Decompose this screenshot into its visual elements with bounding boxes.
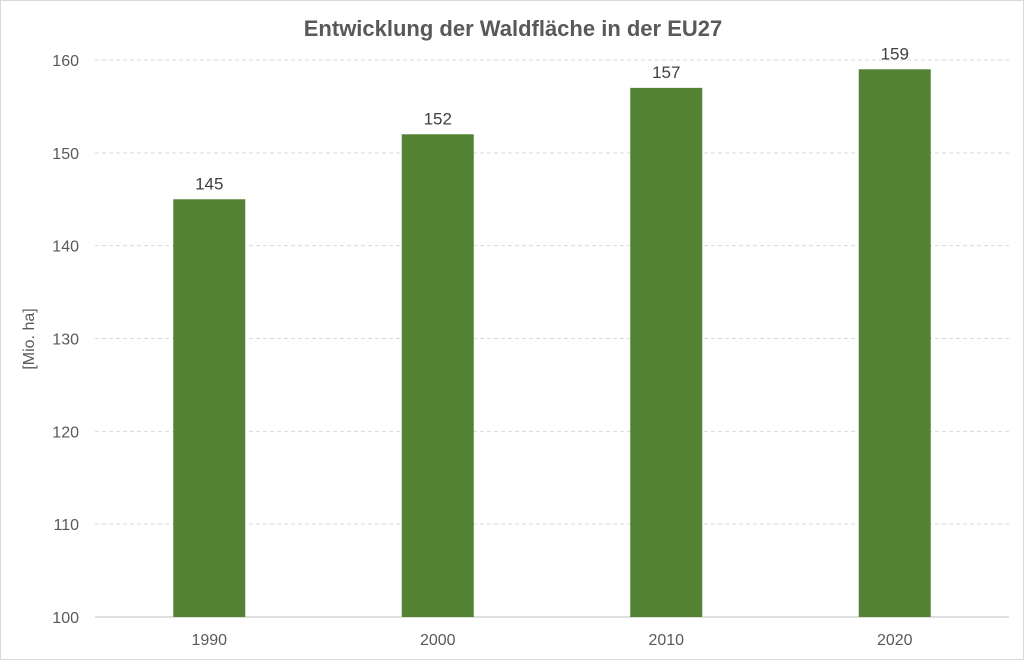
bar-2010 bbox=[630, 87, 703, 618]
x-tick-label: 2000 bbox=[420, 632, 456, 649]
y-tick-label: 150 bbox=[52, 146, 79, 163]
bar-2000 bbox=[401, 134, 474, 617]
y-tick-label: 160 bbox=[52, 53, 79, 70]
data-label: 159 bbox=[881, 44, 909, 63]
bar-2020 bbox=[858, 69, 931, 618]
y-tick-label: 130 bbox=[52, 332, 79, 349]
y-tick-label: 140 bbox=[52, 239, 79, 256]
data-label: 157 bbox=[652, 63, 680, 82]
y-axis-label: [Mio. ha] bbox=[21, 308, 38, 369]
x-axis-ticks: 1990 2000 2010 2020 bbox=[191, 632, 912, 649]
chart-title: Entwicklung der Waldfläche in der EU27 bbox=[304, 16, 723, 41]
y-axis-ticks: 100 110 120 130 140 150 160 bbox=[52, 53, 79, 627]
gridlines bbox=[95, 59, 1009, 618]
bar-1990 bbox=[173, 199, 246, 617]
y-tick-label: 100 bbox=[52, 610, 79, 627]
data-labels: 145 152 157 159 bbox=[195, 44, 909, 193]
data-label: 152 bbox=[424, 109, 452, 128]
y-tick-label: 110 bbox=[53, 517, 79, 534]
bar-series bbox=[173, 69, 931, 618]
y-tick-label: 120 bbox=[52, 424, 79, 441]
x-tick-label: 1990 bbox=[191, 632, 227, 649]
data-label: 145 bbox=[195, 174, 223, 193]
x-tick-label: 2020 bbox=[877, 632, 913, 649]
x-tick-label: 2010 bbox=[648, 632, 684, 649]
